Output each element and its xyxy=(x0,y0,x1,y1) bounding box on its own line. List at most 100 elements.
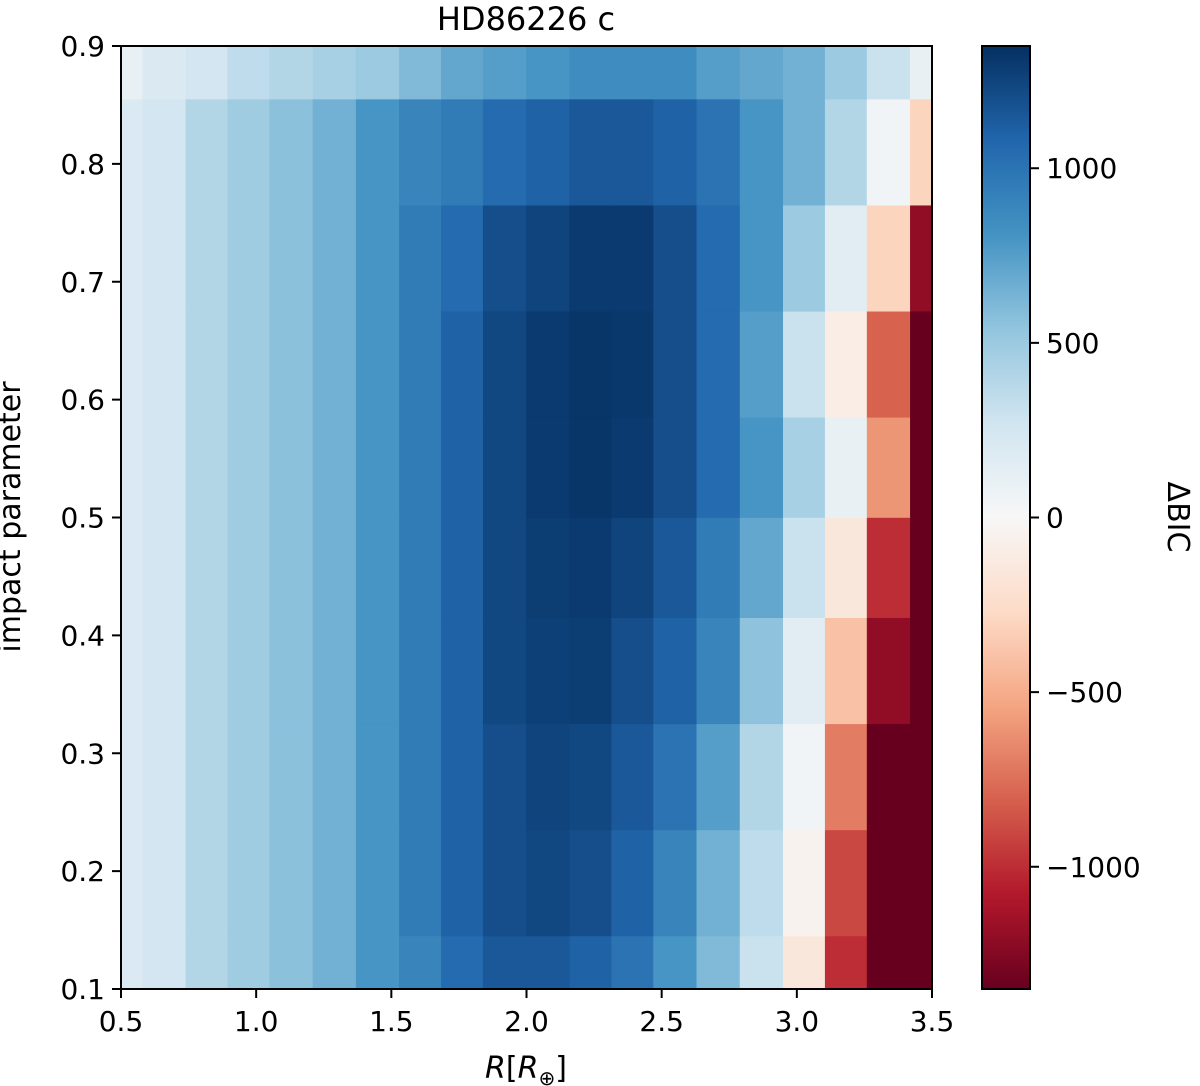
heatmap-cell xyxy=(355,829,400,937)
heatmap-cell xyxy=(482,310,527,418)
x-axis-ticks: 0.5 1.0 1.5 2.0 2.5 3.0 3.5 xyxy=(99,989,955,1038)
heatmap-cell xyxy=(120,829,143,937)
heatmap-cell xyxy=(866,617,911,725)
heatmap-cell xyxy=(910,310,933,418)
heatmap-cell xyxy=(526,45,571,100)
heatmap-cell xyxy=(312,45,357,100)
heatmap-cell xyxy=(482,45,527,100)
heatmap-cell xyxy=(526,617,571,725)
heatmap-cell xyxy=(526,310,571,418)
heatmap-cell xyxy=(910,617,933,725)
heatmap-cell xyxy=(142,310,187,418)
heatmap-cell xyxy=(482,723,527,831)
heatmap-cell xyxy=(441,310,484,418)
heatmap-cell xyxy=(866,204,911,312)
heatmap-cell xyxy=(312,98,357,206)
colorbar-ticks: −1000 −500 0 500 1000 xyxy=(1030,152,1141,884)
heatmap-cell xyxy=(441,417,484,518)
heatmap-cell xyxy=(653,204,698,312)
heatmap-cell xyxy=(355,617,400,725)
heatmap-cell xyxy=(227,204,270,312)
heatmap-cell xyxy=(227,723,270,831)
heatmap-cell xyxy=(441,517,484,618)
heatmap-cell xyxy=(611,517,654,618)
heatmap-cell xyxy=(120,417,143,518)
heatmap-cell xyxy=(910,98,933,206)
heatmap-cell xyxy=(441,723,484,831)
heatmap-cell xyxy=(312,935,357,990)
heatmap-cell xyxy=(399,45,442,100)
heatmap-cell xyxy=(355,517,400,618)
heatmap-cell xyxy=(227,417,270,518)
heatmap-cell xyxy=(185,204,229,312)
heatmap-cell xyxy=(185,98,229,206)
heatmap-cell xyxy=(739,204,784,312)
heatmap-cell xyxy=(312,204,357,312)
heatmap-cell xyxy=(824,935,868,990)
heatmap-cell xyxy=(526,723,571,831)
heatmap-cell xyxy=(569,829,612,937)
heatmap-cell xyxy=(696,935,741,990)
heatmap-cell xyxy=(269,310,314,418)
heatmap-cell xyxy=(739,310,784,418)
x-axis-label: R[R⊕] xyxy=(485,1051,567,1086)
y-tick-label: 0.2 xyxy=(60,855,105,888)
heatmap-cell xyxy=(739,417,784,518)
heatmap-cell xyxy=(399,829,442,937)
heatmap-cell xyxy=(185,935,229,990)
heatmap-cell xyxy=(355,204,400,312)
heatmap-cell xyxy=(866,517,911,618)
heatmap-cell xyxy=(739,98,784,206)
heatmap-cell xyxy=(739,935,784,990)
heatmap-cell xyxy=(569,98,612,206)
heatmap-cell xyxy=(696,204,741,312)
heatmap-cell xyxy=(526,204,571,312)
heatmap-cell xyxy=(866,723,911,831)
heatmap-cell xyxy=(824,829,868,937)
x-tick-label: 3.5 xyxy=(910,1005,955,1038)
colorbar-tick-label: 0 xyxy=(1046,502,1064,535)
y-tick-label: 0.9 xyxy=(60,30,105,63)
colorbar xyxy=(981,45,1031,990)
heatmap-cell xyxy=(611,417,654,518)
heatmap-cell xyxy=(569,723,612,831)
heatmap-cell xyxy=(569,310,612,418)
heatmap-cell xyxy=(269,204,314,312)
y-tick-label: 0.3 xyxy=(60,737,105,770)
heatmap-cell xyxy=(185,310,229,418)
x-tick-label: 2.0 xyxy=(504,1005,549,1038)
heatmap-cell xyxy=(399,517,442,618)
heatmap-cell xyxy=(482,617,527,725)
heatmap-cell xyxy=(611,617,654,725)
heatmap-cell xyxy=(355,935,400,990)
heatmap-cell xyxy=(482,829,527,937)
heatmap-cell xyxy=(569,45,612,100)
heatmap-cell xyxy=(227,829,270,937)
heatmap-cell xyxy=(312,310,357,418)
heatmap-cell xyxy=(824,204,868,312)
heatmap-cell xyxy=(653,417,698,518)
heatmap-cell xyxy=(783,98,826,206)
y-tick-label: 0.5 xyxy=(60,502,105,535)
heatmap-cell xyxy=(185,45,229,100)
heatmap-cell xyxy=(783,417,826,518)
heatmap-cell xyxy=(866,935,911,990)
colorbar-tick-label: −1000 xyxy=(1046,851,1141,884)
heatmap-cell xyxy=(312,617,357,725)
heatmap-cell xyxy=(482,417,527,518)
heatmap-cell xyxy=(120,204,143,312)
heatmap-cell xyxy=(696,723,741,831)
heatmap-cell xyxy=(185,617,229,725)
heatmap-cell xyxy=(227,935,270,990)
heatmap-cell xyxy=(441,935,484,990)
heatmap-cell xyxy=(739,723,784,831)
heatmap-cell xyxy=(824,310,868,418)
heatmap-cell xyxy=(611,829,654,937)
x-tick-label: 0.5 xyxy=(99,1005,144,1038)
heatmap-cell xyxy=(783,204,826,312)
heatmap-cell xyxy=(653,829,698,937)
heatmap-cell xyxy=(185,517,229,618)
heatmap-cell xyxy=(611,98,654,206)
heatmap-cell xyxy=(866,45,911,100)
colorbar-label: ΔBIC xyxy=(1160,482,1195,553)
